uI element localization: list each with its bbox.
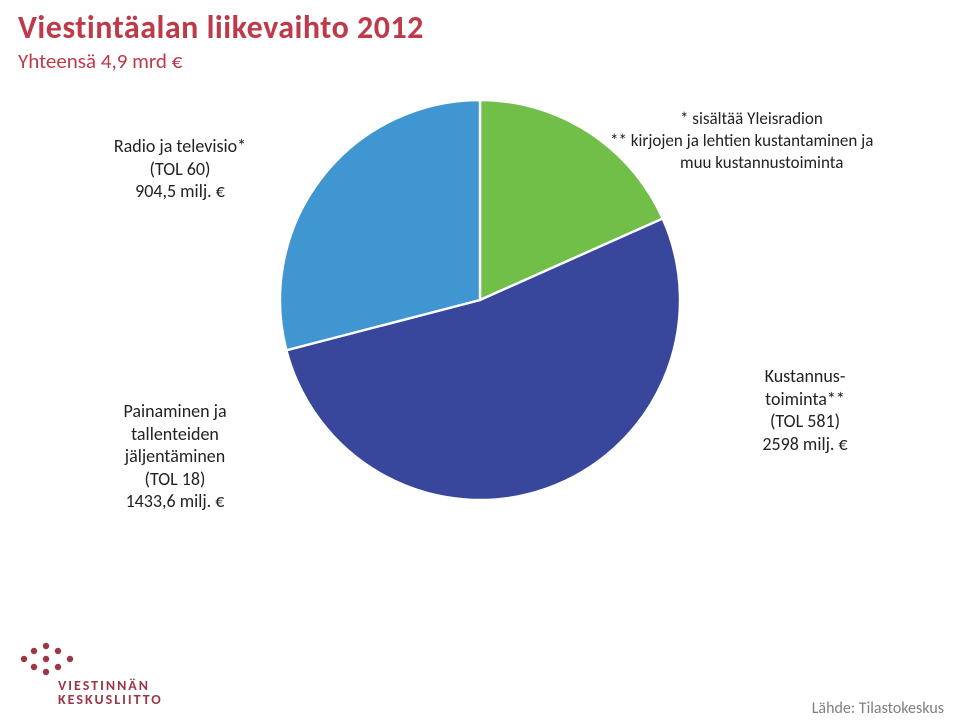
label-kustannus-line2: toiminta** — [730, 388, 880, 411]
label-painaminen-line3: jäljentäminen — [95, 445, 255, 468]
label-painaminen-line5: 1433,6 milj. € — [95, 490, 255, 513]
footnote-line3: muu kustannustoiminta — [610, 152, 950, 174]
label-radio-tv-line3: 904,5 milj. € — [90, 180, 270, 203]
footnote-line2: ** kirjojen ja lehtien kustantaminen ja — [610, 130, 950, 152]
logo-dots-icon — [18, 639, 80, 677]
label-painaminen-line2: tallenteiden — [95, 423, 255, 446]
label-radio-tv: Radio ja televisio* (TOL 60) 904,5 milj.… — [90, 135, 270, 203]
label-radio-tv-line2: (TOL 60) — [90, 158, 270, 181]
label-kustannus: Kustannus- toiminta** (TOL 581) 2598 mil… — [730, 365, 880, 455]
logo-text-line2: KESKUSLIITTO — [58, 693, 218, 708]
footnotes: * sisältää Yleisradion ** kirjojen ja le… — [610, 108, 950, 174]
page-title: Viestintäalan liikevaihto 2012 — [18, 8, 424, 47]
label-painaminen: Painaminen ja tallenteiden jäljentäminen… — [95, 400, 255, 513]
source-label: Lähde: Tilastokeskus — [812, 699, 944, 718]
logo-text: VIESTINNÄN KESKUSLIITTO — [58, 679, 218, 708]
label-painaminen-line4: (TOL 18) — [95, 468, 255, 491]
label-kustannus-line4: 2598 milj. € — [730, 433, 880, 456]
slide: Viestintäalan liikevaihto 2012 Yhteensä … — [0, 0, 960, 726]
footnote-line1: * sisältää Yleisradion — [610, 108, 950, 130]
page-subtitle: Yhteensä 4,9 mrd € — [18, 48, 182, 74]
label-kustannus-line1: Kustannus- — [730, 365, 880, 388]
label-painaminen-line1: Painaminen ja — [95, 400, 255, 423]
label-kustannus-line3: (TOL 581) — [730, 410, 880, 433]
logo: VIESTINNÄN KESKUSLIITTO — [18, 639, 218, 708]
label-radio-tv-line1: Radio ja televisio* — [90, 135, 270, 158]
